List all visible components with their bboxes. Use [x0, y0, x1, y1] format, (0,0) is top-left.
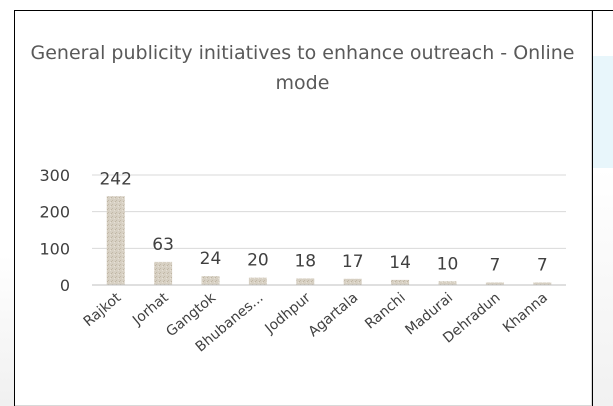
bar: [344, 279, 362, 285]
bar: [154, 262, 172, 285]
data-label: 10: [437, 254, 459, 274]
data-label: 17: [342, 252, 364, 272]
bar: [296, 278, 314, 285]
data-label: 63: [152, 235, 174, 255]
bar: [391, 280, 409, 285]
y-tick-label: 0: [60, 276, 70, 295]
bar: [107, 196, 125, 285]
y-tick-label: 300: [39, 166, 70, 185]
data-label: 242: [99, 169, 131, 189]
data-label: 18: [294, 251, 316, 271]
bar: [202, 276, 220, 285]
x-tick-label: Khanna: [500, 290, 551, 336]
y-tick-label: 200: [39, 203, 70, 222]
bar: [249, 278, 267, 285]
data-label: 20: [247, 251, 269, 271]
bar: [439, 281, 457, 285]
data-label: 7: [537, 255, 548, 275]
data-label: 24: [200, 249, 222, 269]
x-tick-label: Rajkot: [81, 289, 125, 330]
data-label: 14: [389, 253, 411, 273]
data-label: 7: [489, 255, 500, 275]
x-tick-label: Jorhat: [129, 289, 172, 329]
x-tick-label: Agartala: [306, 290, 362, 340]
y-tick-label: 100: [39, 239, 70, 258]
